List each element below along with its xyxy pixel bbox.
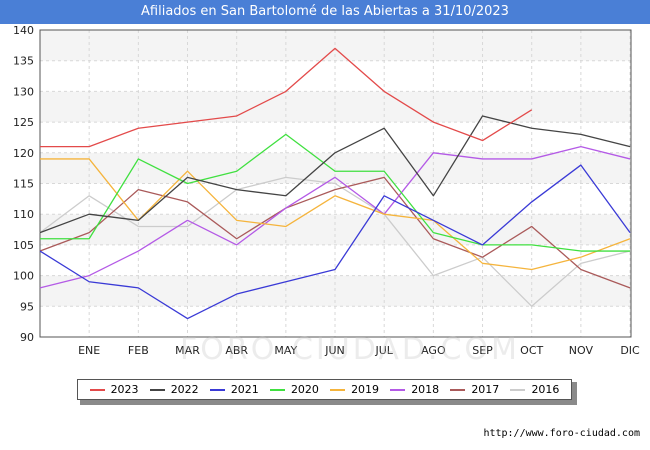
y-tick-label: 130 [13,85,34,98]
legend-label: 2020 [290,383,319,396]
legend-swatch [330,388,346,391]
series-line-2018 [39,146,631,289]
legend-label: 2019 [351,383,380,396]
x-tick-label: JUN [324,344,345,357]
x-tick-label: MAY [274,344,297,357]
x-tick-label: NOV [569,344,594,357]
x-tick-label: JUL [374,344,393,357]
series-line-2017 [39,176,631,289]
y-tick-label: 115 [13,178,34,191]
legend-swatch [269,388,285,391]
legend-swatch [450,388,466,391]
series-line-2022 [39,115,631,234]
legend-label: 2022 [170,383,199,396]
legend-swatch [209,388,225,391]
y-tick-label: 100 [13,270,34,283]
series-lines [39,47,631,320]
y-tick-label: 125 [13,116,34,129]
legend-label: 2017 [471,383,500,396]
series-line-2020 [40,133,631,252]
series-line-2021 [39,164,631,320]
legend-swatch [390,388,406,391]
plot-frame [39,29,632,338]
source-url: http://www.foro-ciudad.com [483,428,640,439]
y-tick-label: 95 [20,300,34,313]
y-tick-label: 105 [13,239,34,252]
y-tick-label: 90 [20,331,34,344]
legend-label: 2021 [230,383,259,396]
x-tick-label: FEB [128,344,149,357]
x-tick-label: DIC [620,344,640,357]
chart-title: Afiliados en San Bartolomé de las Abiert… [0,0,650,24]
legend-swatch [149,388,165,391]
legend-item-2022: 2022 [149,383,199,396]
legend-label: 2023 [110,383,139,396]
legend: 2023 2022 2021 2020 2019 2018 2017 2016 [77,379,572,400]
y-tick-label: 140 [13,24,34,37]
series-line-2023 [40,47,533,148]
legend-item-2018: 2018 [390,383,439,396]
legend-item-2019: 2019 [330,383,379,396]
y-axis-ticks: 90 95 100 105 110 115 120 125 130 135 140 [13,24,34,344]
watermark: FORO-CIUDAD.COM [180,332,520,367]
legend-label: 2018 [411,383,440,396]
x-tick-label: SEP [472,344,493,357]
y-tick-label: 120 [13,147,34,160]
legend-label: 2016 [531,383,560,396]
legend-swatch [89,388,105,391]
y-tick-label: 135 [13,55,34,68]
legend-item-2016: 2016 [510,383,559,396]
legend-item-2021: 2021 [209,383,259,396]
x-tick-label: OCT [520,344,543,357]
x-tick-label: AGO [421,344,446,357]
series-line-2016 [39,176,631,307]
legend-item-2017: 2017 [450,383,499,396]
y-tick-label: 110 [13,208,34,221]
legend-item-2023: 2023 [89,383,139,396]
x-axis-ticks: ENE FEB MAR ABR MAY JUN JUL AGO SEP OCT NOV DIC [78,344,640,357]
x-tick-label: MAR [175,344,200,357]
legend-swatch [510,388,526,391]
x-tick-label: ENE [78,344,100,357]
x-tick-label: ABR [225,344,248,357]
legend-item-2020: 2020 [269,383,319,396]
